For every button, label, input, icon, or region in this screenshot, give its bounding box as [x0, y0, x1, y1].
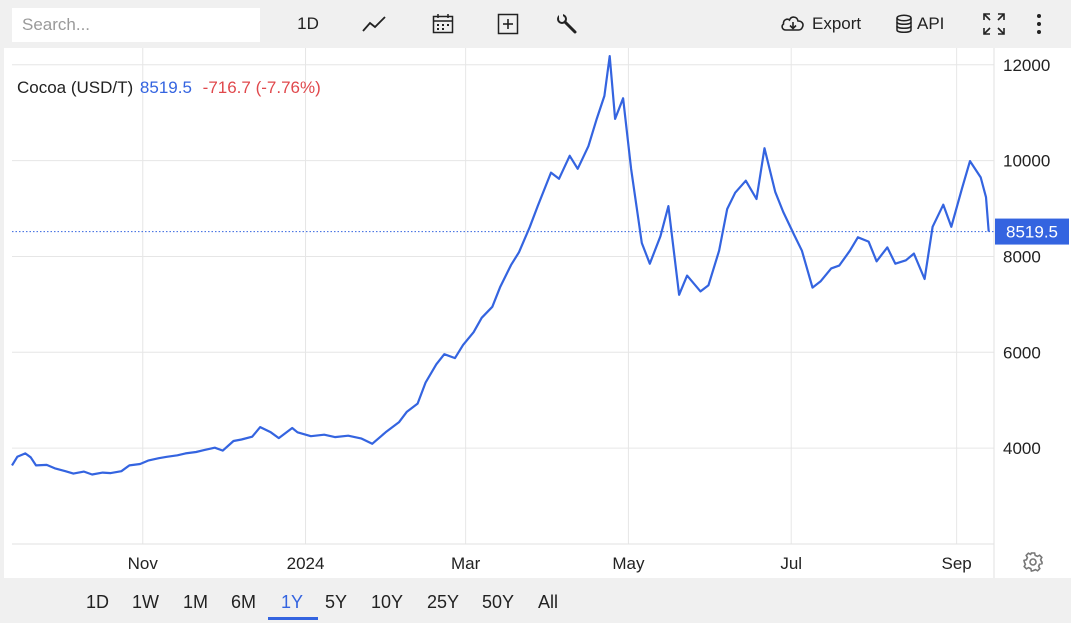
more-vertical-icon[interactable]	[1032, 8, 1046, 40]
x-tick-label: Jul	[780, 554, 802, 573]
price-line	[11, 55, 990, 476]
range-button-50y[interactable]: 50Y	[482, 592, 515, 612]
x-axis-labels: Nov 2024 Mar May Jul Sep	[128, 554, 972, 573]
price-series	[11, 55, 990, 476]
x-tick-label: Mar	[451, 554, 481, 573]
database-icon	[896, 14, 912, 33]
x-tick-label: May	[612, 554, 645, 573]
y-tick-label: 8000	[1003, 247, 1041, 266]
last-value-label: 8519.5	[1006, 223, 1058, 242]
interval-button[interactable]: 1D	[297, 14, 319, 33]
y-tick-label: 10000	[1003, 152, 1050, 171]
y-tick-label: 12000	[1003, 56, 1050, 75]
api-label: API	[917, 14, 945, 33]
add-indicator-icon[interactable]	[496, 8, 520, 40]
line-chart-icon[interactable]	[361, 8, 387, 40]
legend-value: 8519.5	[139, 78, 192, 97]
range-button-1m[interactable]: 1M	[183, 592, 209, 612]
calendar-icon[interactable]	[431, 8, 455, 40]
chart-legend: Cocoa (USD/T) 8519.5 -716.7 (-7.76%)	[17, 78, 321, 98]
range-button-1y[interactable]: 1Y	[281, 592, 304, 612]
settings-gear-icon[interactable]	[1022, 551, 1044, 573]
cloud-download-icon	[781, 16, 804, 31]
range-button-all[interactable]: All	[538, 592, 559, 612]
wrench-icon[interactable]	[555, 8, 579, 40]
x-tick-label: 2024	[287, 554, 325, 573]
export-button[interactable]: Export	[780, 8, 872, 40]
toolbar: 1D Export API	[0, 0, 1071, 48]
range-button-1d[interactable]: 1D	[86, 592, 110, 612]
range-button-1w[interactable]: 1W	[132, 592, 159, 612]
range-button-10y[interactable]: 10Y	[371, 592, 404, 612]
last-value-marker: 8519.5	[12, 218, 1069, 245]
range-selector	[0, 578, 1071, 623]
chart-grid	[12, 48, 995, 578]
legend-change: -716.7 (-7.76%)	[202, 78, 321, 97]
active-range-underline	[268, 617, 318, 620]
y-axis-labels: 4000 6000 8000 10000 12000	[1003, 56, 1050, 458]
last-value-box	[995, 218, 1069, 245]
search-input[interactable]	[12, 8, 260, 42]
chart-panel	[4, 48, 1071, 578]
export-label: Export	[812, 14, 862, 33]
api-button[interactable]: API	[895, 8, 951, 40]
fullscreen-icon[interactable]	[982, 8, 1006, 40]
range-button-5y[interactable]: 5Y	[325, 592, 348, 612]
x-tick-label: Sep	[942, 554, 972, 573]
y-tick-label: 4000	[1003, 439, 1041, 458]
x-tick-label: Nov	[128, 554, 159, 573]
legend-name: Cocoa (USD/T)	[17, 78, 134, 97]
range-button-6m[interactable]: 6M	[231, 592, 257, 612]
range-button-25y[interactable]: 25Y	[427, 592, 460, 612]
y-tick-label: 6000	[1003, 343, 1041, 362]
